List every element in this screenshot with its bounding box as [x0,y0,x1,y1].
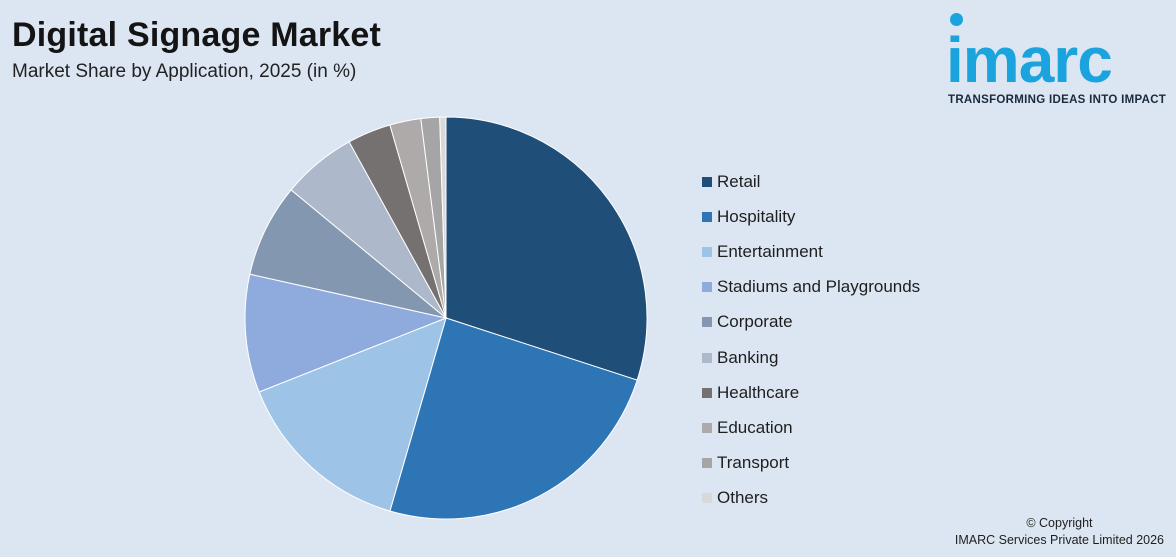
logo-dot-icon [950,13,963,26]
pie-chart [244,116,648,520]
logo-tagline: TRANSFORMING IDEAS INTO IMPACT [948,94,1167,106]
legend-swatch [702,493,712,504]
legend-item-others: Others [702,481,920,516]
pie-slice-retail [445,116,648,381]
copyright-company: IMARC Services Private Limited 2026 [954,533,1164,547]
chart-subtitle: Market Share by Application, 2025 (in %) [12,61,357,82]
legend-label: Hospitality [717,206,796,226]
legend-label: Transport [717,453,790,473]
legend-swatch [702,387,712,398]
pie-slice-stadiums-and-playgrounds [244,273,448,393]
logo-wordmark: imarc [946,24,1113,96]
legend-swatch [702,246,712,257]
pie-slice-entertainment [258,317,447,512]
legend-item-healthcare: Healthcare [702,375,920,410]
legend-swatch [702,422,712,433]
legend-swatch [702,176,712,187]
legend-item-education: Education [702,410,920,445]
legend-label: Entertainment [717,241,823,261]
legend-swatch [702,282,712,293]
legend-swatch [702,317,712,328]
chart-title: Digital Signage Market [12,16,382,54]
legend-item-entertainment: Entertainment [702,234,920,269]
copyright-line: © Copyright [1026,516,1093,530]
copyright-footer: © Copyright IMARC Services Private Limit… [955,515,1164,549]
legend-item-banking: Banking [702,340,920,375]
legend-item-transport: Transport [702,446,920,481]
pie-slice-hospitality [389,317,638,520]
legend-label: Healthcare [717,382,800,402]
legend-label: Banking [717,347,779,367]
legend-item-retail: Retail [702,164,920,199]
legend-label: Education [717,417,793,437]
imarc-logo: imarc TRANSFORMING IDEAS INTO IMPACT [946,10,1172,110]
legend-swatch [702,458,712,469]
legend-item-corporate: Corporate [702,305,920,340]
legend-swatch [702,211,712,222]
pie-slice-others [439,116,447,319]
legend-swatch [702,352,712,363]
legend-label: Corporate [717,312,793,332]
legend-label: Retail [717,171,761,191]
legend-label: Stadiums and Playgrounds [717,277,921,297]
chart-legend: Retail Hospitality Entertainment Stadiums a… [702,164,920,516]
legend-item-stadiums-and-playgrounds: Stadiums and Playgrounds [702,270,920,305]
pie-slice-corporate [249,189,447,319]
legend-label: Others [717,488,769,508]
legend-item-hospitality: Hospitality [702,199,920,234]
